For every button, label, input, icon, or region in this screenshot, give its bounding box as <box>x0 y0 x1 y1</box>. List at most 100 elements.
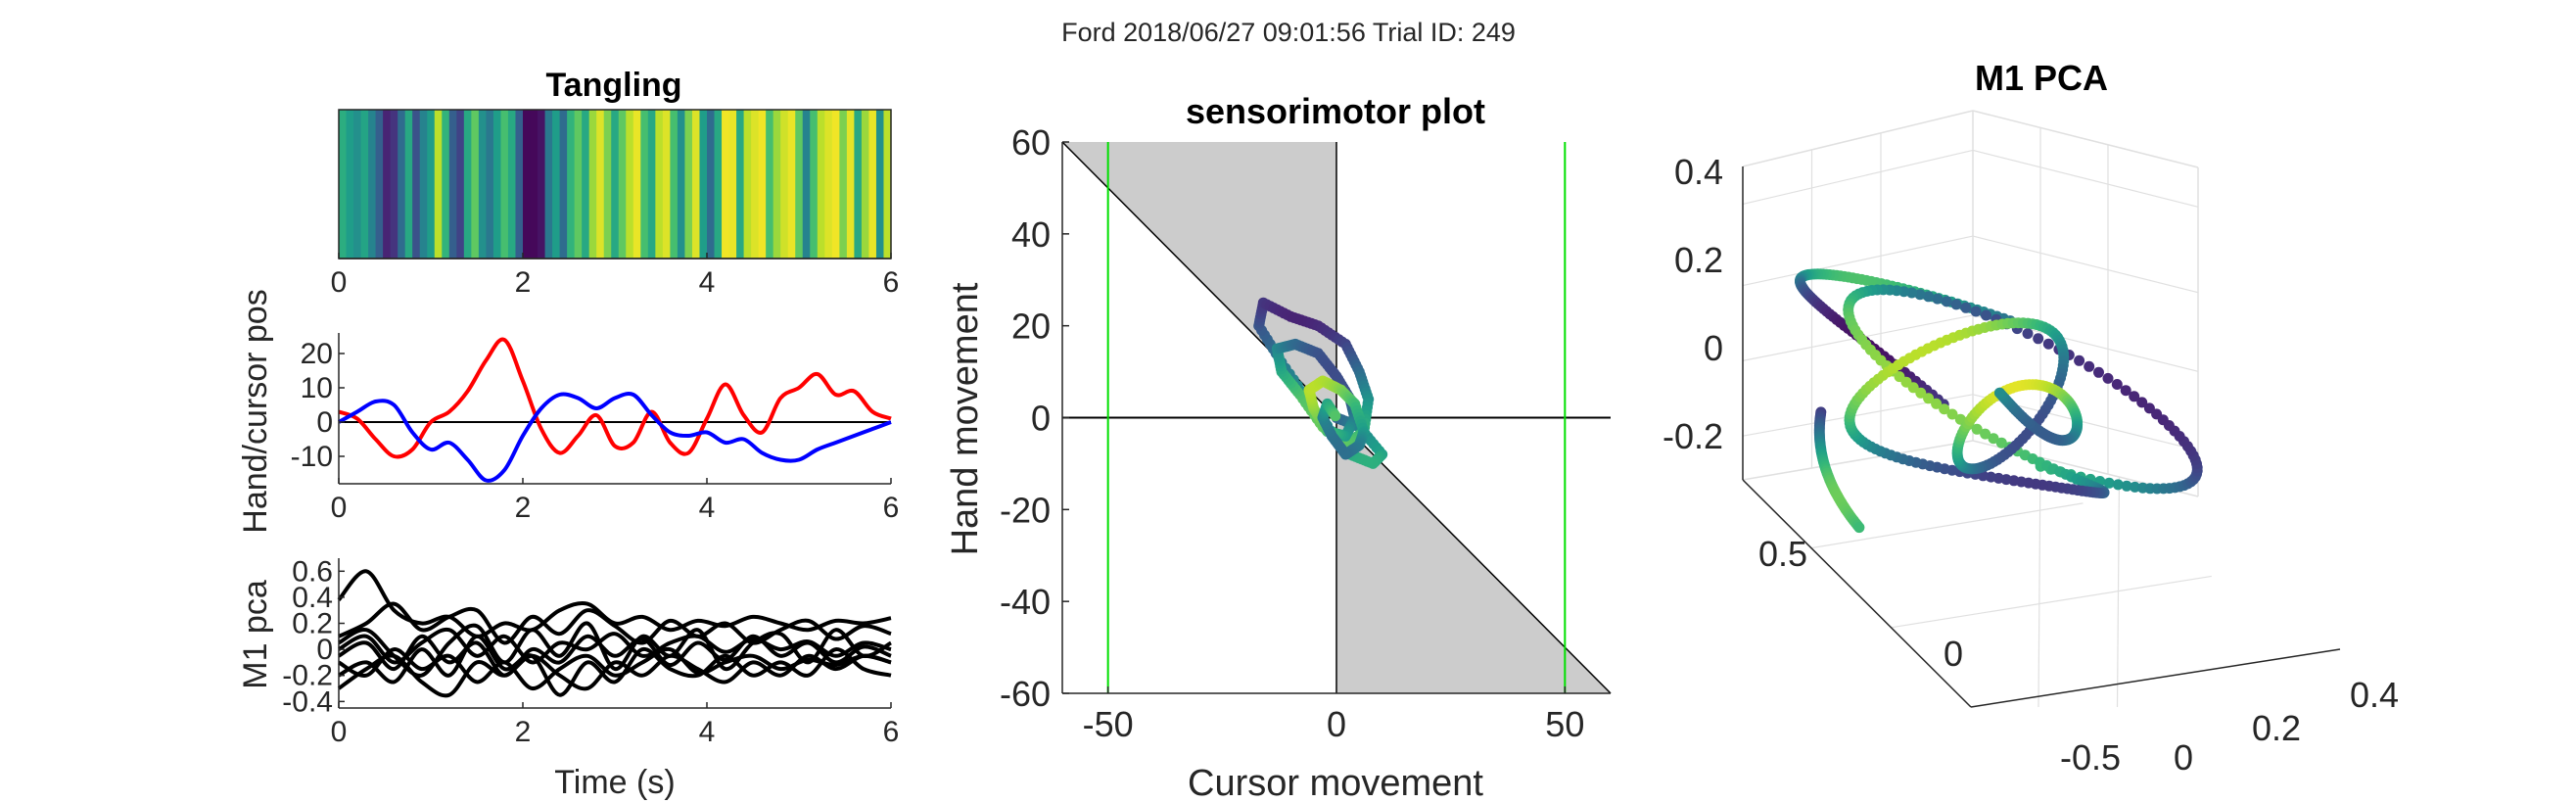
pca3d-point <box>2112 479 2124 491</box>
hand-cursor-x-tick-label: 4 <box>699 492 716 524</box>
tangling-stripe <box>699 110 708 259</box>
tangling-stripe <box>758 110 767 259</box>
tangling-stripe <box>875 110 885 259</box>
tangling-stripe <box>810 110 819 259</box>
sensorimotor-y-tick-label: -60 <box>1000 674 1051 714</box>
m1-pca-series-line <box>337 569 892 638</box>
pca3d-point <box>2103 477 2115 489</box>
pca3d-point <box>1980 428 1991 440</box>
tangling-stripe <box>603 110 612 259</box>
tangling-stripe <box>626 110 634 259</box>
tangling-stripe <box>588 110 597 259</box>
m1-pca-3d-scatter <box>1795 268 2203 534</box>
pca3d-point <box>2033 333 2044 345</box>
tangling-stripe <box>662 110 671 259</box>
pca3d-point <box>1923 393 1935 404</box>
tangling-stripe <box>538 110 546 259</box>
tangling-panel: Tangling 0 2 4 6 <box>331 67 900 299</box>
pca3d-grid-line <box>1972 149 2199 208</box>
tangling-stripe <box>353 110 362 259</box>
tangling-stripe <box>824 110 833 259</box>
m1-pca-x-ticks: 0 2 4 6 <box>331 702 900 748</box>
pca3d-point <box>2136 397 2148 408</box>
pca3d-point <box>2121 480 2132 492</box>
m1-pca-xlabel: Time (s) <box>554 764 675 801</box>
pca3d-point <box>1923 291 1935 303</box>
pca3d-grid-line <box>1810 502 2084 549</box>
sensorimotor-trajectory-point <box>1330 410 1341 422</box>
tangling-stripe <box>492 110 502 259</box>
m1-pca-x-tick-label: 6 <box>883 716 900 748</box>
tangling-stripe <box>398 110 406 259</box>
sensorimotor-y-tick-label: -40 <box>1000 582 1051 622</box>
tangling-stripe <box>736 110 745 259</box>
tangling-stripe <box>404 110 413 259</box>
pca3d-y-tick-label: 0.4 <box>2350 675 2399 715</box>
tangling-stripe <box>632 110 641 259</box>
tangling-x-ticks: 0 2 4 6 <box>331 253 899 299</box>
pca3d-x-tick-label: 0 <box>1944 634 1963 674</box>
hand-cursor-y-tick-label: 0 <box>316 406 333 439</box>
tangling-stripe <box>552 110 561 259</box>
tangling-stripe <box>582 110 590 259</box>
m1-pca-y-tick-label: 0.4 <box>292 582 333 614</box>
m1-pca-x-tick-label: 4 <box>699 716 716 748</box>
sensorimotor-xlabel: Cursor movement <box>1188 763 1483 803</box>
pca3d-point <box>1915 387 1927 399</box>
tangling-stripe <box>861 110 870 259</box>
pca3d-point <box>2120 385 2131 397</box>
pca3d-point <box>1950 299 1962 310</box>
tangling-stripe <box>707 110 716 259</box>
m1-pca-series-line <box>337 634 892 678</box>
tangling-stripe <box>567 110 576 259</box>
pca3d-point <box>1853 522 1865 534</box>
pca3d-point <box>1931 398 1943 409</box>
tangling-stripe <box>640 110 649 259</box>
m1-pca-x-tick-label: 0 <box>331 716 348 748</box>
tangling-stripe <box>684 110 693 259</box>
pca3d-x-tick-label: -0.5 <box>2060 737 2121 778</box>
sensorimotor-y-tick-label: 60 <box>1011 122 1051 163</box>
tangling-stripe <box>743 110 752 259</box>
tangling-stripe <box>773 110 781 259</box>
tangling-stripe <box>507 110 517 259</box>
pca3d-point <box>2022 328 2034 340</box>
sensorimotor-y-tick-label: 40 <box>1011 214 1051 255</box>
hand-cursor-ylabel: Hand/cursor pos <box>237 289 274 533</box>
hand-cursor-y-tick-label: 20 <box>301 338 333 370</box>
pca3d-point <box>2102 372 2114 384</box>
sensorimotor-x-tick-label: -50 <box>1083 704 1134 744</box>
tangling-stripe <box>478 110 487 259</box>
m1-pca-series-line <box>337 653 892 698</box>
pca3d-point <box>1970 306 1982 317</box>
m1-pca-x-tick-label: 2 <box>515 716 532 748</box>
pca3d-z-tick-label: 0.4 <box>1674 152 1723 192</box>
tangling-stripe <box>596 110 605 259</box>
sensorimotor-x-ticks: -50 0 50 <box>1083 686 1584 744</box>
hand-cursor-plot-area <box>338 337 892 483</box>
tangling-stripe <box>728 110 737 259</box>
tangling-stripe <box>500 110 509 259</box>
tangling-stripe <box>368 110 377 259</box>
pca3d-point <box>2130 481 2140 493</box>
pca3d-point <box>2084 360 2095 372</box>
tangling-stripe <box>787 110 796 259</box>
tangling-stripe <box>463 110 472 259</box>
pca3d-z-tick-label: 0.2 <box>1674 240 1723 280</box>
tangling-stripe <box>691 110 701 259</box>
pca3d-x-axis <box>1742 479 1972 708</box>
sensorimotor-y-tick-label: -20 <box>1000 490 1051 530</box>
m1-pca-series-line <box>337 627 892 665</box>
hand-cursor-x-tick-label: 2 <box>515 492 532 524</box>
m1-pca-y-tick-label: -0.2 <box>282 660 333 692</box>
pca3d-point <box>1946 408 1958 420</box>
sensorimotor-y-tick-label: 0 <box>1031 399 1051 439</box>
pca3d-point <box>1907 382 1919 394</box>
pca3d-point <box>2143 402 2155 414</box>
tangling-stripe <box>839 110 848 259</box>
pca3d-point <box>1914 289 1926 301</box>
tangling-stripe <box>419 110 428 259</box>
m1-pca-series-line <box>338 634 892 697</box>
